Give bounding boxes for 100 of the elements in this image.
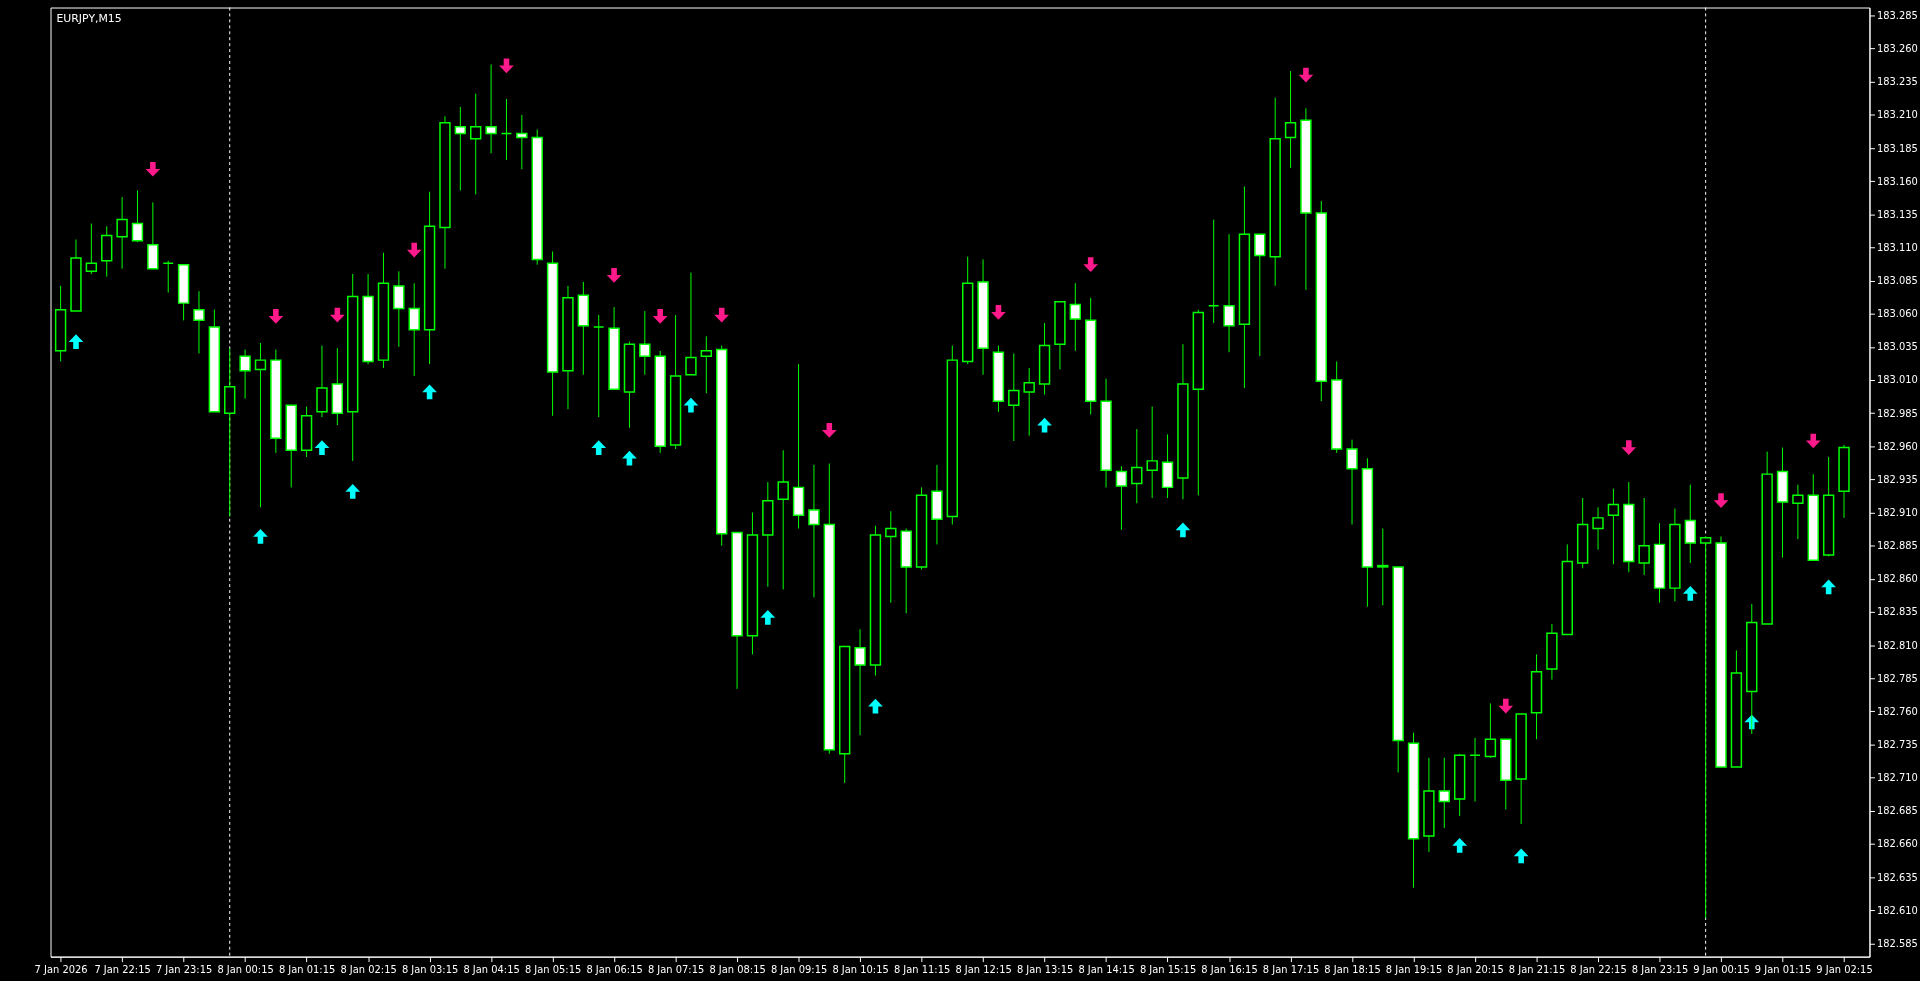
x-tick-label: 7 Jan 22:15 — [94, 963, 151, 975]
point — [622, 450, 637, 466]
y-tick-label: 183.210 — [1876, 109, 1918, 121]
x-tick-label: 8 Jan 11:15 — [893, 963, 951, 975]
x-tick-label: 8 Jan 03:15 — [401, 963, 459, 975]
x-tick-label: 8 Jan 06:15 — [586, 963, 643, 975]
point — [1175, 522, 1191, 538]
point — [1821, 579, 1836, 595]
x-tick-label: 8 Jan 13:15 — [1016, 963, 1074, 975]
y-tick-label: 182.760 — [1876, 705, 1918, 717]
candlestick — [193, 290, 205, 354]
point — [1805, 433, 1821, 449]
point — [314, 440, 330, 455]
point — [760, 609, 776, 625]
y-tick-label: 183.285 — [1876, 9, 1918, 21]
candlestick — [1008, 353, 1020, 442]
candlestick — [239, 349, 251, 400]
candlestick — [1684, 484, 1696, 564]
y-tick-label: 182.835 — [1876, 606, 1918, 618]
y-tick-label: 182.710 — [1876, 772, 1918, 784]
y-tick-label: 182.985 — [1876, 407, 1918, 419]
candlestick — [1607, 488, 1620, 565]
candlestick — [454, 106, 467, 191]
x-tick-label: 8 Jan 10:15 — [832, 963, 889, 975]
candlestick — [700, 335, 713, 394]
candlestick — [162, 260, 174, 294]
y-tick-label: 182.910 — [1876, 507, 1918, 519]
candlestick — [1131, 428, 1143, 504]
x-tick-label: 8 Jan 04:15 — [463, 963, 520, 975]
y-tick-label: 183.010 — [1876, 374, 1918, 386]
y-tick-label: 183.260 — [1876, 43, 1918, 55]
y-tick-label: 182.810 — [1876, 639, 1918, 651]
y-tick-label: 183.110 — [1876, 241, 1918, 253]
x-tick-label: 8 Jan 19:15 — [1385, 963, 1443, 975]
candlestick — [393, 270, 405, 348]
y-tick-label: 182.685 — [1876, 805, 1918, 817]
point — [1513, 848, 1529, 864]
x-tick-label: 8 Jan 17:15 — [1262, 963, 1320, 975]
point — [821, 423, 837, 438]
x-tick-label: 8 Jan 05:15 — [524, 963, 582, 975]
y-tick-label: 182.860 — [1876, 573, 1918, 585]
candlestick — [639, 310, 651, 376]
point — [591, 440, 607, 455]
y-tick-label: 182.785 — [1876, 672, 1918, 684]
x-tick-label: 7 Jan 23:15 — [155, 963, 213, 975]
candlestick — [470, 93, 482, 195]
point — [345, 484, 361, 499]
candlestick — [593, 314, 605, 418]
y-tick-label: 183.235 — [1876, 76, 1918, 88]
x-tick-label: 8 Jan 14:15 — [1078, 963, 1135, 975]
candlestick — [1254, 233, 1266, 357]
point — [145, 161, 161, 177]
x-tick-label: 7 Jan 2026 — [34, 963, 88, 975]
y-tick-label: 183.135 — [1876, 208, 1918, 220]
x-tick-label: 9 Jan 02:15 — [1816, 963, 1873, 975]
x-tick-label: 8 Jan 18:15 — [1324, 963, 1381, 975]
point — [253, 529, 268, 544]
y-tick-label: 183.085 — [1876, 275, 1918, 287]
candlestick — [1284, 70, 1297, 169]
y-tick-label: 182.935 — [1876, 473, 1918, 485]
y-tick-label: 182.585 — [1876, 937, 1918, 949]
candlestick — [777, 449, 789, 590]
candlestick — [516, 114, 528, 170]
candlestick — [1223, 233, 1235, 353]
point — [268, 309, 284, 324]
x-tick-label: 8 Jan 02:15 — [340, 963, 397, 975]
x-tick-label: 9 Jan 00:15 — [1693, 963, 1750, 975]
point — [1682, 586, 1698, 601]
candlestick — [885, 510, 897, 604]
x-tick-label: 8 Jan 20:15 — [1447, 963, 1504, 975]
x-tick-label: 8 Jan 22:15 — [1570, 963, 1627, 975]
point — [1498, 698, 1514, 714]
point — [683, 397, 699, 413]
y-tick-label: 182.735 — [1876, 739, 1918, 751]
y-tick-label: 182.960 — [1876, 440, 1918, 452]
point — [1298, 67, 1314, 83]
candlestick — [1069, 282, 1082, 352]
candlestick — [500, 98, 513, 161]
x-tick-label: 8 Jan 07:15 — [647, 963, 705, 975]
candlestick — [1792, 484, 1804, 540]
y-tick-label: 182.610 — [1876, 904, 1918, 916]
candlestick — [131, 189, 144, 243]
point — [68, 334, 84, 349]
y-tick-label: 183.060 — [1876, 308, 1918, 320]
candlestick — [1146, 406, 1158, 499]
x-tick-label: 8 Jan 23:15 — [1631, 963, 1689, 975]
x-tick-label: 8 Jan 15:15 — [1139, 963, 1197, 975]
point — [499, 58, 514, 74]
candlestick — [1115, 465, 1128, 531]
point — [1621, 440, 1637, 455]
candlestick — [116, 196, 128, 270]
candlestick — [1207, 219, 1220, 324]
candlestick — [1346, 439, 1358, 525]
candlestick — [1469, 737, 1481, 803]
point — [406, 242, 422, 258]
candlestick — [1438, 757, 1450, 829]
y-tick-label: 182.885 — [1876, 540, 1918, 552]
y-tick-label: 182.635 — [1876, 871, 1918, 883]
x-tick-label: 8 Jan 09:15 — [770, 963, 828, 975]
candlestick — [85, 223, 98, 275]
